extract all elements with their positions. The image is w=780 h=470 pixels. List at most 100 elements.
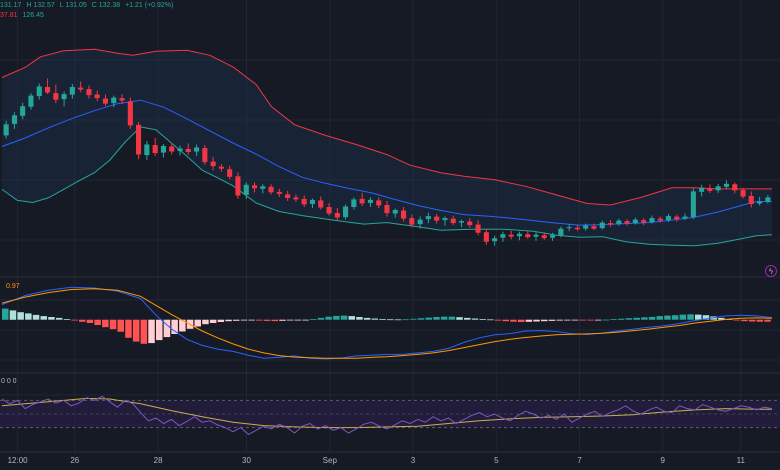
signal-line [1,288,773,359]
macd-bar [394,319,402,321]
macd-bar [209,319,217,323]
macd-bar [587,319,594,321]
candle-body [558,228,564,236]
candle-body [20,106,26,116]
macd-bar [286,319,294,321]
candle-body [409,218,415,225]
candle [343,204,349,220]
rsi-pane[interactable] [0,395,780,436]
candle [11,112,17,129]
candle [102,94,108,107]
macd-bar [363,317,371,320]
candle [550,232,556,241]
candle [715,183,721,193]
candle [690,188,696,220]
macd-bar [71,319,78,321]
macd-bar [17,312,24,320]
macd-bar [733,319,740,321]
candle [566,224,572,232]
candle-body [260,186,266,189]
macd-bar [117,319,124,332]
ohlc-low: L 131.05 [59,2,87,9]
macd-bar [40,316,47,320]
candles [3,78,771,246]
ohlc-high: H 132.57 [26,2,55,9]
macd-bar [471,318,479,320]
macd-bar [517,319,525,322]
macd-bar [525,319,533,322]
bollinger-band-fill [2,49,772,246]
candle [210,156,216,171]
candle [119,94,125,105]
macd-bar [618,318,625,320]
ohlc-change: +1.21 (+0.92%) [125,2,174,9]
macd-bar [756,319,764,322]
candle-body [417,219,423,225]
candle [508,230,514,240]
macd-bar [256,319,263,321]
macd-bar [702,315,710,320]
candle-body [500,234,506,238]
candle [218,164,224,172]
candle-body [111,97,117,104]
macd-bar [294,319,302,321]
price-pane[interactable] [1,48,773,247]
macd-bar [263,319,271,321]
candle-body [550,235,556,238]
candle-body [235,176,241,196]
candle [657,216,663,223]
x-tick-label: 7 [577,456,582,465]
rsi-ma-line [1,397,772,429]
macd-bar [125,319,132,338]
candle-body [632,219,638,224]
macd-bar [356,317,363,320]
candle-body [177,148,183,151]
flash-icon[interactable]: ϟ [765,265,777,277]
macd-bar [448,316,456,320]
macd-bar [402,319,409,321]
candle [376,197,382,209]
candle-body [326,207,332,214]
candle [483,228,489,245]
macd-bar [648,316,656,320]
candle [301,195,307,207]
candle-body [359,198,365,204]
candle-body [218,166,224,169]
macd-bar [748,319,756,322]
bollinger-legend: 37.81 126.45 [0,12,47,19]
candle-body [45,87,51,93]
macd-bar [564,319,571,321]
candle-body [210,161,216,167]
macd-pane[interactable] [1,286,773,360]
candle [467,218,473,228]
macd-bar [109,319,117,330]
candle [45,78,51,95]
macd-bar [279,319,286,321]
candle [152,137,158,157]
x-tick-label: 30 [242,456,251,465]
candle [3,120,9,139]
candle [723,180,729,190]
x-tick-label: 11 [736,456,745,465]
candle [665,214,671,223]
candle [111,95,117,108]
macd-bar [718,317,725,320]
macd-bar [741,319,748,322]
candle-body [475,224,481,233]
x-tick-label: 26 [70,456,80,465]
rsi-legend-value: 0 0 0 [1,378,17,385]
candle [425,212,431,224]
candle [450,215,456,226]
candle [144,140,150,161]
candle [632,217,638,225]
candle-body [276,191,282,194]
candle [235,172,241,199]
candle [500,231,506,242]
macd-bar [86,319,94,323]
rsi-band [0,400,780,428]
macd-bar [433,317,440,320]
candle [293,194,299,202]
candle [516,231,522,241]
candle [160,144,166,158]
